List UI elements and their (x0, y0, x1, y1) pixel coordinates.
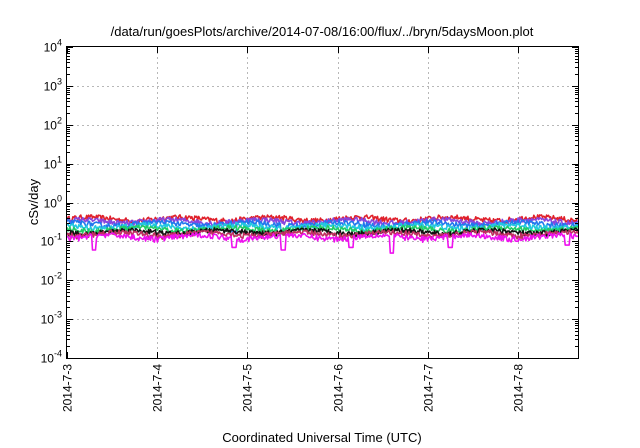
y-tick-label: 104 (44, 38, 62, 55)
series-line (66, 232, 579, 254)
x-tick-label: 2014-7-3 (61, 364, 75, 412)
grid-lines (67, 47, 578, 358)
y-tick-label: 101 (44, 155, 62, 172)
series-line (66, 224, 579, 235)
y-tick-label: 102 (44, 116, 62, 133)
y-tick-label: 103 (44, 77, 62, 94)
y-tick-label: 100 (44, 194, 62, 211)
series-line (66, 214, 579, 225)
series-line (66, 227, 579, 238)
x-tick-label: 2014-7-7 (422, 364, 436, 412)
y-axis: 10-4 10-3 10-2 10-1 100 101 102 103 104 (41, 38, 578, 366)
x-axis: 2014-7-3 2014-7-4 2014-7-5 2014-7-6 2014-7-7… (61, 47, 526, 412)
x-tick-label: 2014-7-5 (241, 364, 255, 412)
x-tick-label: 2014-7-6 (332, 364, 346, 412)
x-axis-label: Coordinated Universal Time (UTC) (222, 430, 421, 445)
y-tick-label: 10-2 (41, 271, 62, 288)
x-tick-label: 2014-7-8 (512, 364, 526, 412)
series-group (66, 214, 579, 254)
x-tick-label: 2014-7-4 (151, 364, 165, 412)
y-tick-label: 10-3 (41, 310, 62, 327)
y-axis-label: cSv/day (26, 178, 41, 225)
y-tick-label: 10-4 (41, 349, 62, 366)
chart-title: /data/run/goesPlots/archive/2014-07-08/1… (111, 24, 534, 39)
y-tick-label: 10-1 (41, 232, 62, 249)
plot-frame (66, 46, 579, 359)
